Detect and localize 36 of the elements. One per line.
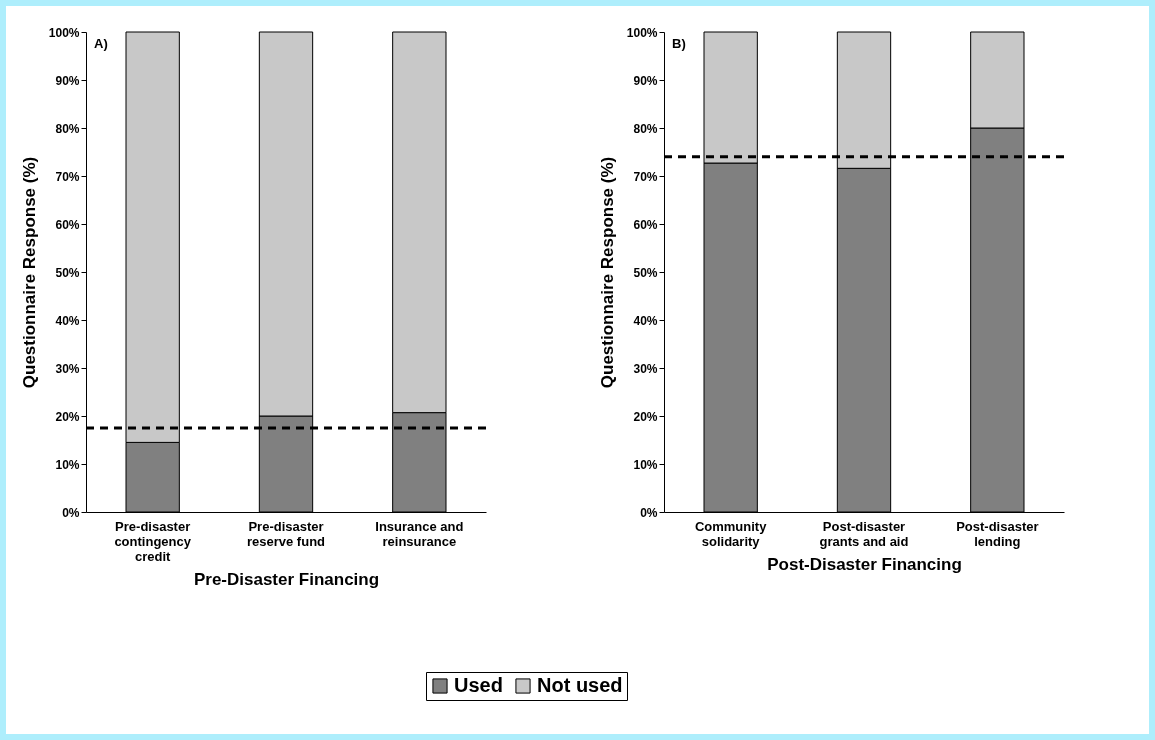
y-tick-label: 40% — [633, 313, 658, 328]
annotation: A) — [94, 36, 108, 51]
x-tick-label: Pre-disaster contingency credit — [114, 518, 192, 564]
x-tick-label: Insurance and reinsurance — [375, 518, 464, 549]
y-tick-label: 30% — [55, 361, 80, 376]
y-tick-label: 100% — [48, 25, 80, 40]
y-tick-label: 70% — [55, 169, 80, 184]
annotation: B) — [672, 36, 686, 51]
y-axis-title: Questionnaire Response (%) — [19, 156, 39, 389]
y-tick-label: 0% — [640, 505, 658, 520]
y-tick-label: 60% — [55, 217, 80, 232]
x-tick-label: Post-disaster lending — [956, 518, 1039, 549]
x-tick-label: Post-disaster grants and aid — [819, 518, 909, 549]
y-tick-label: 10% — [633, 457, 658, 472]
y-tick-label: 20% — [55, 409, 80, 424]
y-tick-label: 50% — [633, 265, 658, 280]
x-tick-label: Pre-disaster reserve fund — [246, 518, 326, 549]
y-tick-label: 80% — [633, 121, 658, 136]
x-axis-title: Pre-Disaster Financing — [193, 569, 380, 589]
legend-label: Not used — [537, 674, 623, 696]
y-tick-label: 90% — [633, 73, 658, 88]
x-tick-label: Community solidarity — [694, 518, 768, 549]
x-axis-title: Post-Disaster Financing — [767, 554, 962, 574]
y-tick-label: 30% — [633, 361, 658, 376]
y-tick-label: 90% — [55, 73, 80, 88]
y-tick-label: 0% — [62, 505, 80, 520]
y-axis-title: Questionnaire Response (%) — [597, 156, 617, 389]
y-tick-label: 100% — [626, 25, 658, 40]
y-tick-label: 20% — [633, 409, 658, 424]
y-tick-label: 70% — [633, 169, 658, 184]
y-tick-label: 10% — [55, 457, 80, 472]
y-tick-label: 60% — [633, 217, 658, 232]
y-tick-label: 50% — [55, 265, 80, 280]
y-tick-label: 40% — [55, 313, 80, 328]
legend-label: Used — [454, 674, 503, 696]
y-tick-label: 80% — [55, 121, 80, 136]
